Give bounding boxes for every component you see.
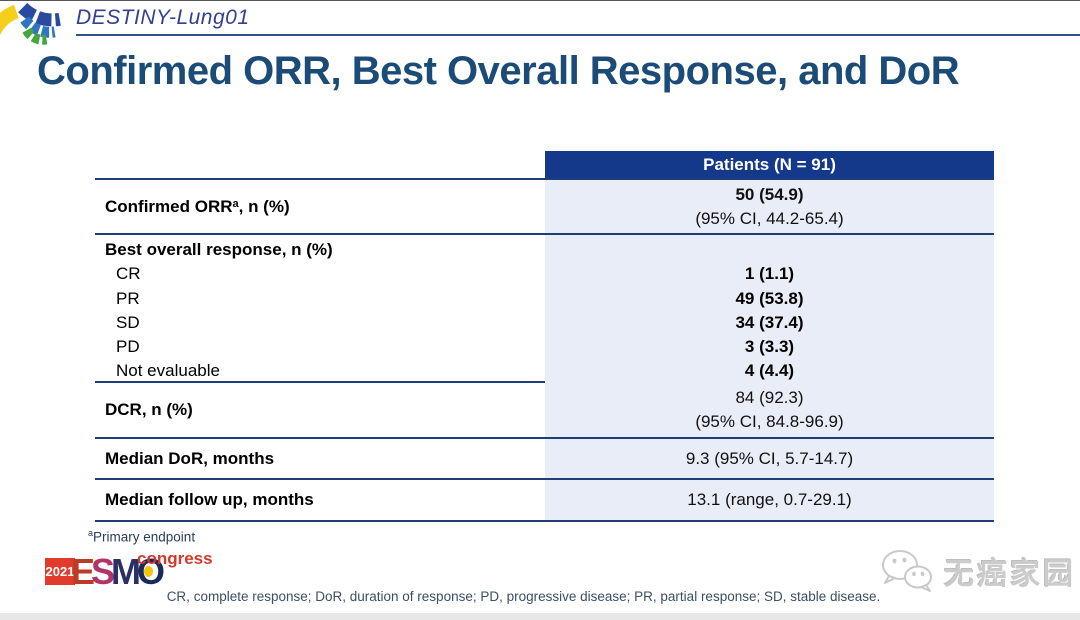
- value-line-empty: [545, 238, 994, 262]
- table-header-spacer: [95, 151, 545, 178]
- value-line: 13.1 (range, 0.7-29.1): [687, 490, 852, 509]
- table-row-dcr: DCR, n (%) 84 (92.3) (95% CI, 84.8-96.9): [95, 383, 994, 439]
- value-ci-line: (95% CI, 44.2-65.4): [695, 208, 844, 228]
- trial-fan-logo-icon: [0, 2, 61, 45]
- sub-label-not-evaluable: Not evaluable: [116, 361, 220, 381]
- footnote: aPrimary endpoint: [88, 528, 195, 545]
- watermark-text: 无癌家园: [944, 558, 1076, 591]
- row-label-median-follow-up: Median follow up, months: [95, 480, 545, 520]
- value-line: 84 (92.3): [735, 388, 804, 407]
- value-ci-line: (95% CI, 84.8-96.9): [695, 412, 844, 431]
- row-value-confirmed-orr: 50 (54.9) (95% CI, 44.2-65.4): [545, 180, 994, 233]
- watermark: 无癌家园: [876, 546, 1076, 596]
- value-sd: 34 (37.4): [735, 312, 804, 332]
- row-value-best-overall-response: 1 (1.1) 49 (53.8) 34 (37.4) 3 (3.3) 4 (4…: [545, 235, 994, 384]
- esmo-letter-s: S: [91, 551, 115, 592]
- row-label-text: Median DoR, months: [105, 448, 275, 468]
- row-label-text: Best overall response, n (%): [105, 240, 333, 259]
- table-column-header: Patients (N = 91): [545, 151, 994, 178]
- esmo-congress-label: congress: [137, 549, 213, 568]
- esmo-letter-e: E: [71, 551, 95, 592]
- footnote-marker: a: [88, 528, 94, 538]
- sub-label-pr: PR: [116, 288, 140, 308]
- value-not-evaluable: 4 (4.4): [744, 361, 795, 381]
- row-value-dcr: 84 (92.3) (95% CI, 84.8-96.9): [545, 383, 994, 437]
- abbreviations-line: CR, complete response; DoR, duration of …: [166, 589, 881, 604]
- table-row-confirmed-orr: Confirmed ORR a, n (%) 50 (54.9) (95% CI,…: [95, 180, 994, 235]
- page-title: Confirmed ORR, Best Overall Response, an…: [37, 49, 960, 93]
- esmo-congress-logo: 2021 ESMO congress: [45, 549, 255, 602]
- footnote-text: Primary endpoint: [93, 529, 196, 545]
- value-pr: 49 (53.8): [735, 288, 804, 308]
- row-value-median-follow-up: 13.1 (range, 0.7-29.1): [545, 480, 994, 520]
- table-row-best-overall-response: Best overall response, n (%) CR PR SD PD…: [95, 235, 994, 384]
- table-header-row: Patients (N = 91): [95, 151, 994, 180]
- bottom-edge-strip: [0, 613, 1080, 620]
- row-label-confirmed-orr: Confirmed ORR a, n (%): [95, 180, 545, 233]
- row-label-suffix: , n (%): [238, 196, 290, 216]
- table-row-median-follow-up: Median follow up, months 13.1 (range, 0.…: [95, 480, 994, 522]
- row-label-best-overall-response: Best overall response, n (%) CR PR SD PD…: [95, 235, 545, 384]
- footnote-marker: a: [232, 197, 239, 210]
- value-line: 9.3 (95% CI, 5.7-14.7): [685, 448, 854, 468]
- row-label-median-dor: Median DoR, months: [95, 439, 545, 478]
- wechat-bubbles-icon: [882, 550, 932, 592]
- sub-label-pd: PD: [116, 337, 140, 357]
- esmo-wordmark: ESMO: [71, 551, 165, 592]
- sub-label-cr: CR: [116, 264, 141, 284]
- results-table: Patients (N = 91) Confirmed ORR a, n (%) …: [95, 151, 994, 522]
- esmo-year-badge: 2021: [45, 558, 75, 585]
- table-row-median-dor: Median DoR, months 9.3 (95% CI, 5.7-14.7…: [95, 439, 994, 480]
- header-divider: [76, 34, 1080, 36]
- value-cr: 1 (1.1): [744, 264, 795, 284]
- row-label-text: Confirmed ORR: [105, 196, 233, 216]
- row-value-median-dor: 9.3 (95% CI, 5.7-14.7): [545, 439, 994, 478]
- trial-name: DESTINY-Lung01: [76, 6, 250, 29]
- row-label-text: DCR, n (%): [105, 400, 193, 419]
- row-label-text: Median follow up, months: [105, 490, 314, 509]
- esmo-o-yellow-dot: [144, 566, 153, 577]
- row-label-dcr: DCR, n (%): [95, 383, 545, 437]
- esmo-letter-m: M: [111, 551, 141, 592]
- value-pd: 3 (3.3): [744, 337, 795, 357]
- sub-label-sd: SD: [116, 312, 140, 332]
- value-line: 50 (54.9): [735, 184, 804, 204]
